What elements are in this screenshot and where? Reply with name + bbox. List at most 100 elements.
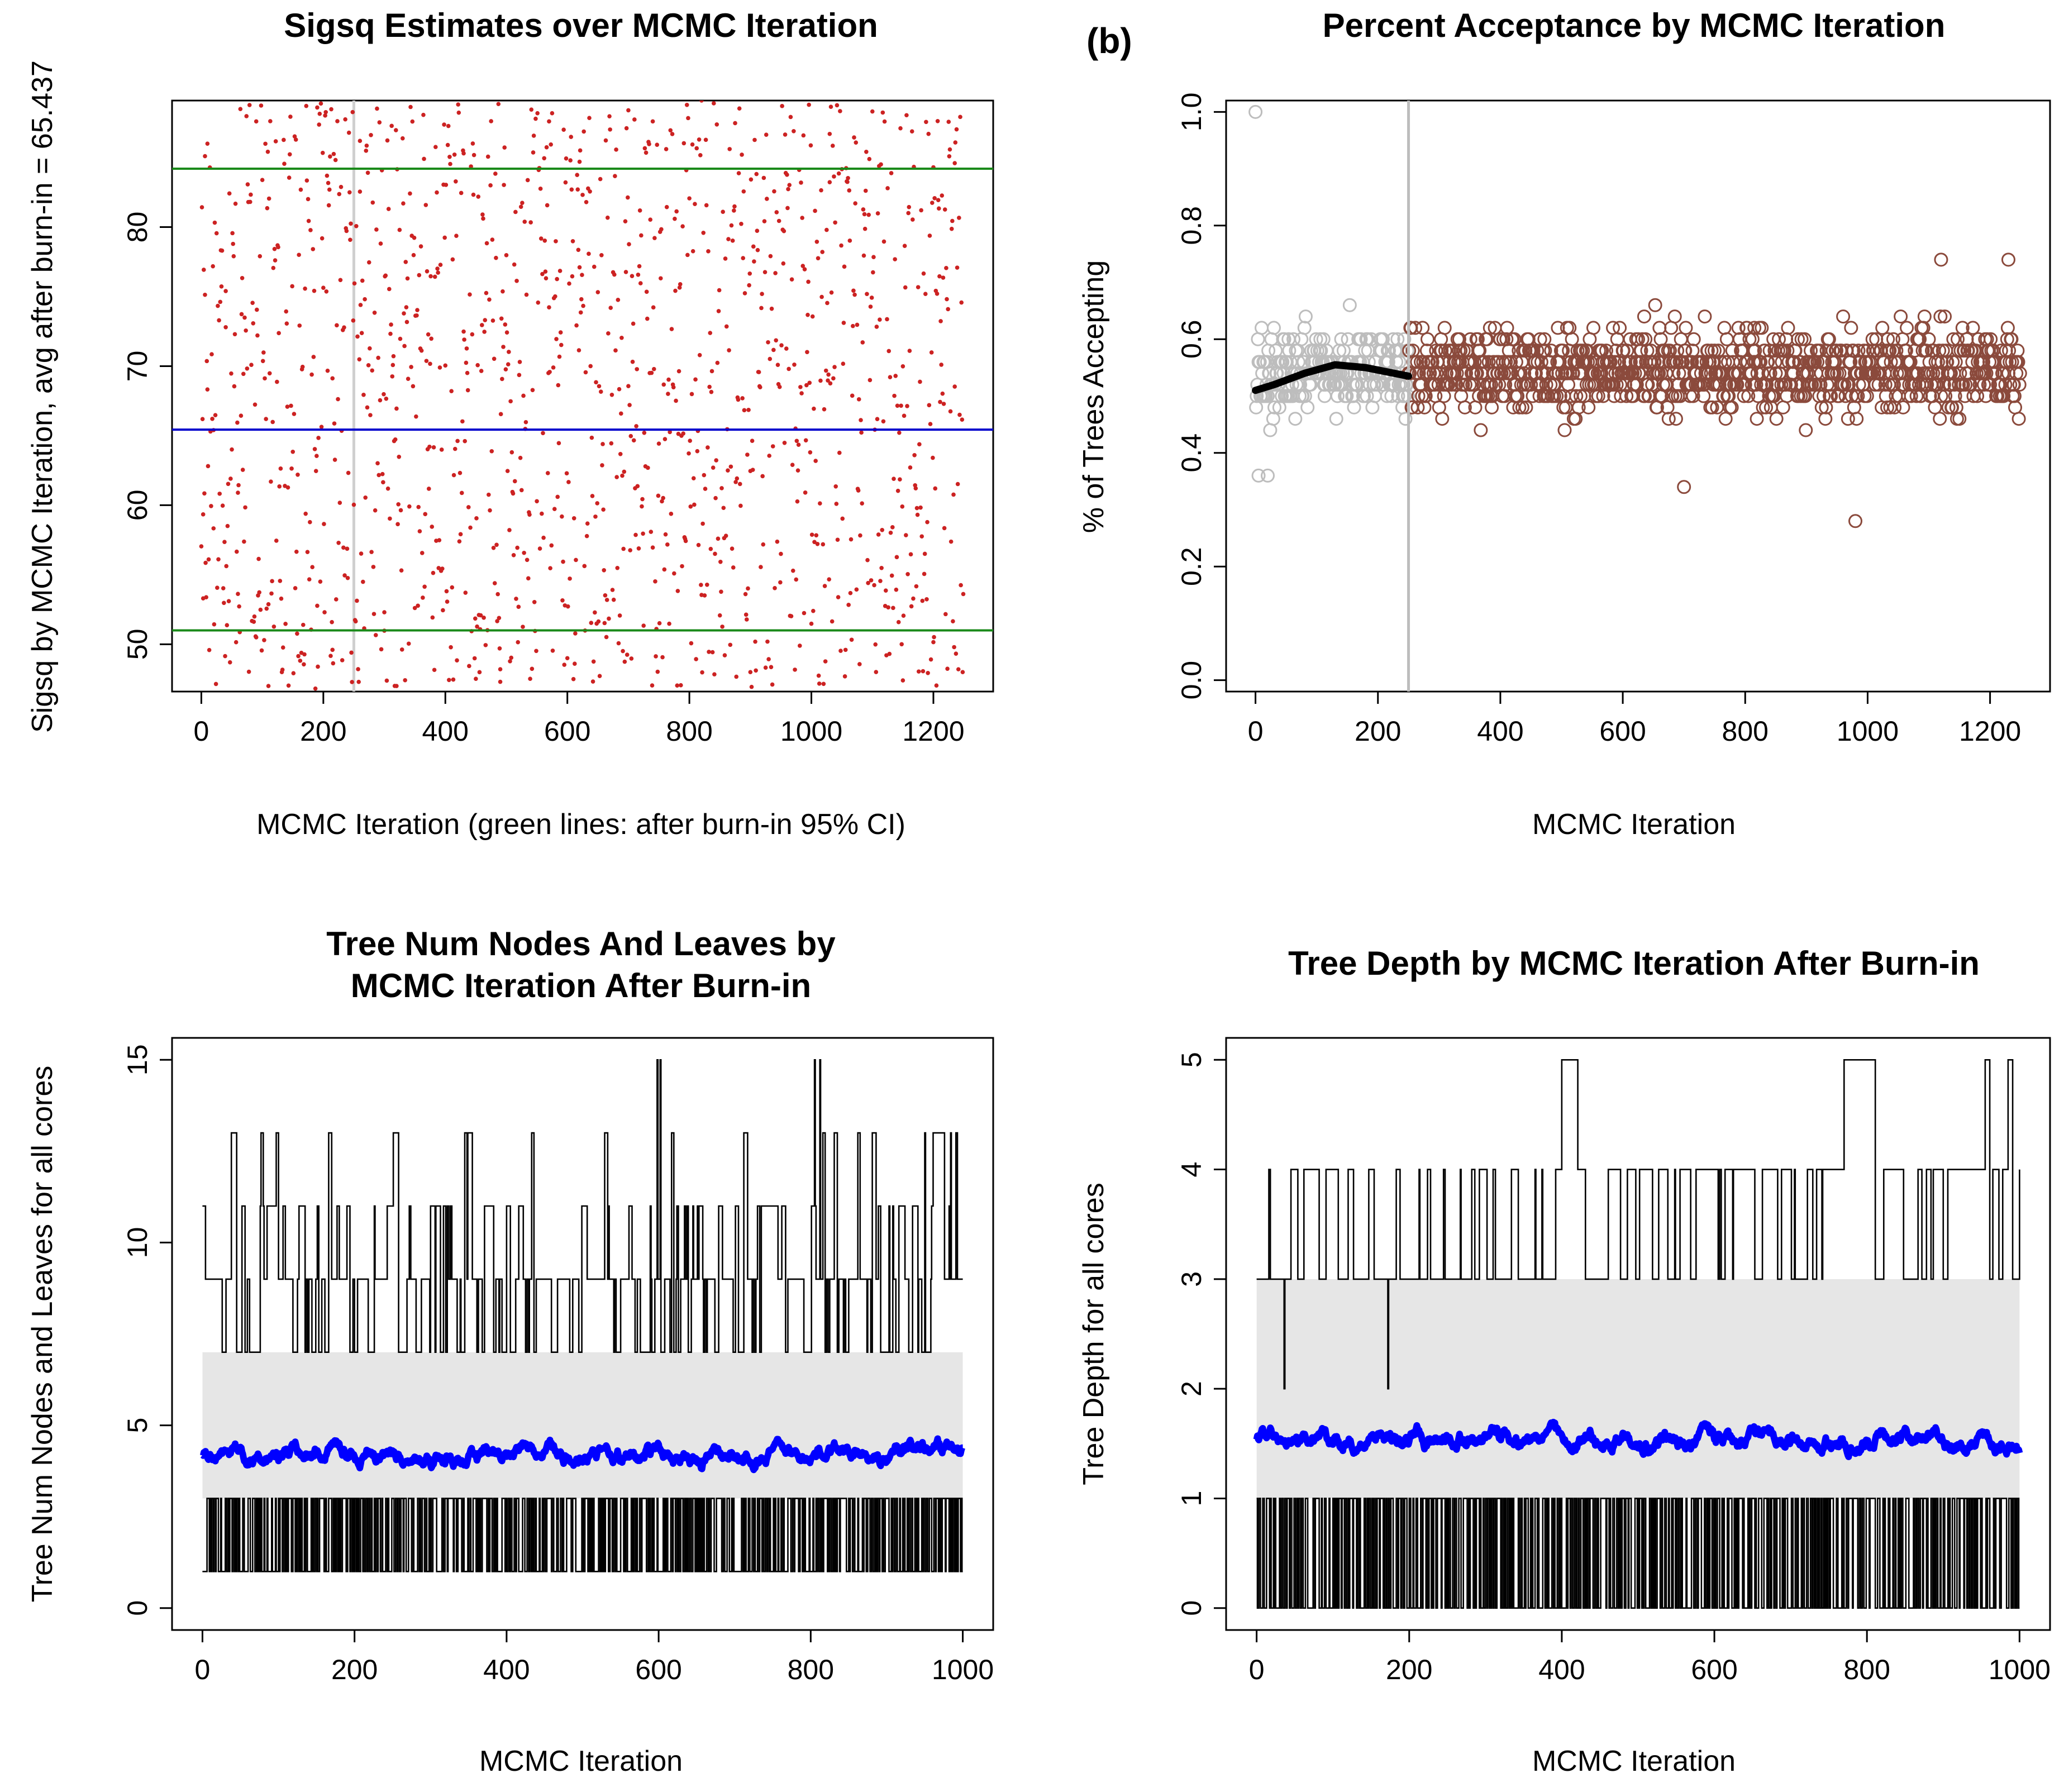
data-point	[1261, 344, 1276, 358]
data-point	[442, 122, 446, 127]
data-point	[244, 328, 248, 333]
data-point	[754, 171, 759, 177]
data-point	[278, 579, 283, 583]
data-point	[1358, 344, 1372, 358]
data-point	[640, 497, 645, 502]
data-point	[793, 668, 797, 672]
data-point	[874, 325, 879, 329]
data-point	[611, 597, 616, 602]
data-point	[894, 587, 899, 592]
data-point	[327, 187, 332, 192]
data-point	[782, 440, 787, 445]
data-point	[212, 622, 217, 627]
data-point	[939, 363, 943, 367]
data-point	[571, 516, 576, 521]
data-point	[919, 208, 923, 213]
data-point	[498, 667, 503, 671]
data-point	[487, 297, 492, 302]
data-point	[213, 681, 218, 687]
data-point	[581, 303, 585, 308]
data-point	[1791, 332, 1805, 346]
data-point	[938, 399, 942, 404]
data-point	[659, 227, 664, 232]
data-point	[247, 103, 252, 107]
data-point	[290, 284, 294, 289]
y-tick-label: 0	[1176, 1600, 1207, 1616]
data-point	[758, 385, 762, 390]
chart-title: Sigsq Estimates over MCMC Iteration	[284, 7, 878, 44]
data-point	[273, 258, 278, 263]
data-point	[423, 512, 428, 517]
data-point	[751, 244, 756, 249]
data-point	[369, 550, 374, 554]
data-point	[901, 613, 906, 618]
data-point	[952, 384, 957, 389]
data-point	[251, 321, 256, 326]
data-point	[475, 363, 480, 368]
data-point	[456, 102, 461, 107]
data-point	[482, 330, 487, 334]
data-point	[470, 141, 475, 146]
data-point	[495, 592, 500, 597]
data-point	[869, 578, 874, 583]
data-point	[773, 271, 778, 275]
data-point	[913, 486, 918, 490]
data-point	[650, 545, 655, 550]
data-point	[245, 182, 250, 187]
data-point	[694, 657, 698, 661]
data-point	[530, 666, 535, 671]
data-point	[516, 604, 521, 609]
data-point	[795, 499, 800, 504]
data-point	[931, 455, 935, 460]
data-point	[783, 132, 788, 137]
data-point	[293, 137, 298, 142]
data-point	[727, 147, 732, 151]
data-point	[591, 659, 596, 664]
data-point	[205, 141, 210, 146]
data-point	[687, 451, 691, 456]
data-point	[662, 437, 668, 441]
data-point	[547, 370, 552, 374]
data-point	[888, 375, 893, 380]
data-point	[824, 227, 829, 232]
data-point	[863, 188, 868, 193]
data-point	[747, 271, 752, 276]
data-point	[599, 252, 604, 258]
data-point	[604, 598, 609, 602]
data-point	[269, 591, 274, 596]
data-point	[645, 316, 650, 321]
data-point	[658, 276, 663, 281]
data-point	[328, 654, 333, 658]
data-point	[945, 666, 950, 671]
data-point	[922, 551, 927, 556]
data-point	[479, 323, 484, 327]
data-point	[209, 504, 213, 508]
data-point	[790, 568, 795, 573]
data-point	[368, 413, 373, 417]
data-point	[471, 152, 476, 158]
data-point	[370, 200, 375, 205]
data-point	[835, 537, 840, 542]
data-point	[574, 323, 579, 328]
data-point	[827, 131, 832, 136]
data-point	[1707, 344, 1722, 358]
data-point	[385, 138, 390, 143]
data-point	[807, 380, 812, 385]
range-band	[1256, 1279, 2020, 1499]
data-point	[508, 399, 513, 404]
data-point	[951, 619, 955, 623]
data-point	[494, 542, 499, 547]
data-point	[550, 649, 555, 653]
data-point	[811, 608, 816, 613]
y-tick-label: 0	[122, 1600, 153, 1616]
x-tick-label: 400	[1477, 716, 1523, 747]
y-axis: 0.0 0.2 0.4 0.6 0.8 1.0	[1176, 93, 1226, 699]
data-point	[818, 378, 823, 383]
data-point	[311, 355, 316, 359]
data-point	[1696, 389, 1711, 403]
data-point	[458, 532, 463, 537]
data-point	[766, 657, 771, 661]
data-point	[954, 651, 959, 656]
data-point	[250, 301, 255, 305]
data-point	[493, 171, 498, 176]
